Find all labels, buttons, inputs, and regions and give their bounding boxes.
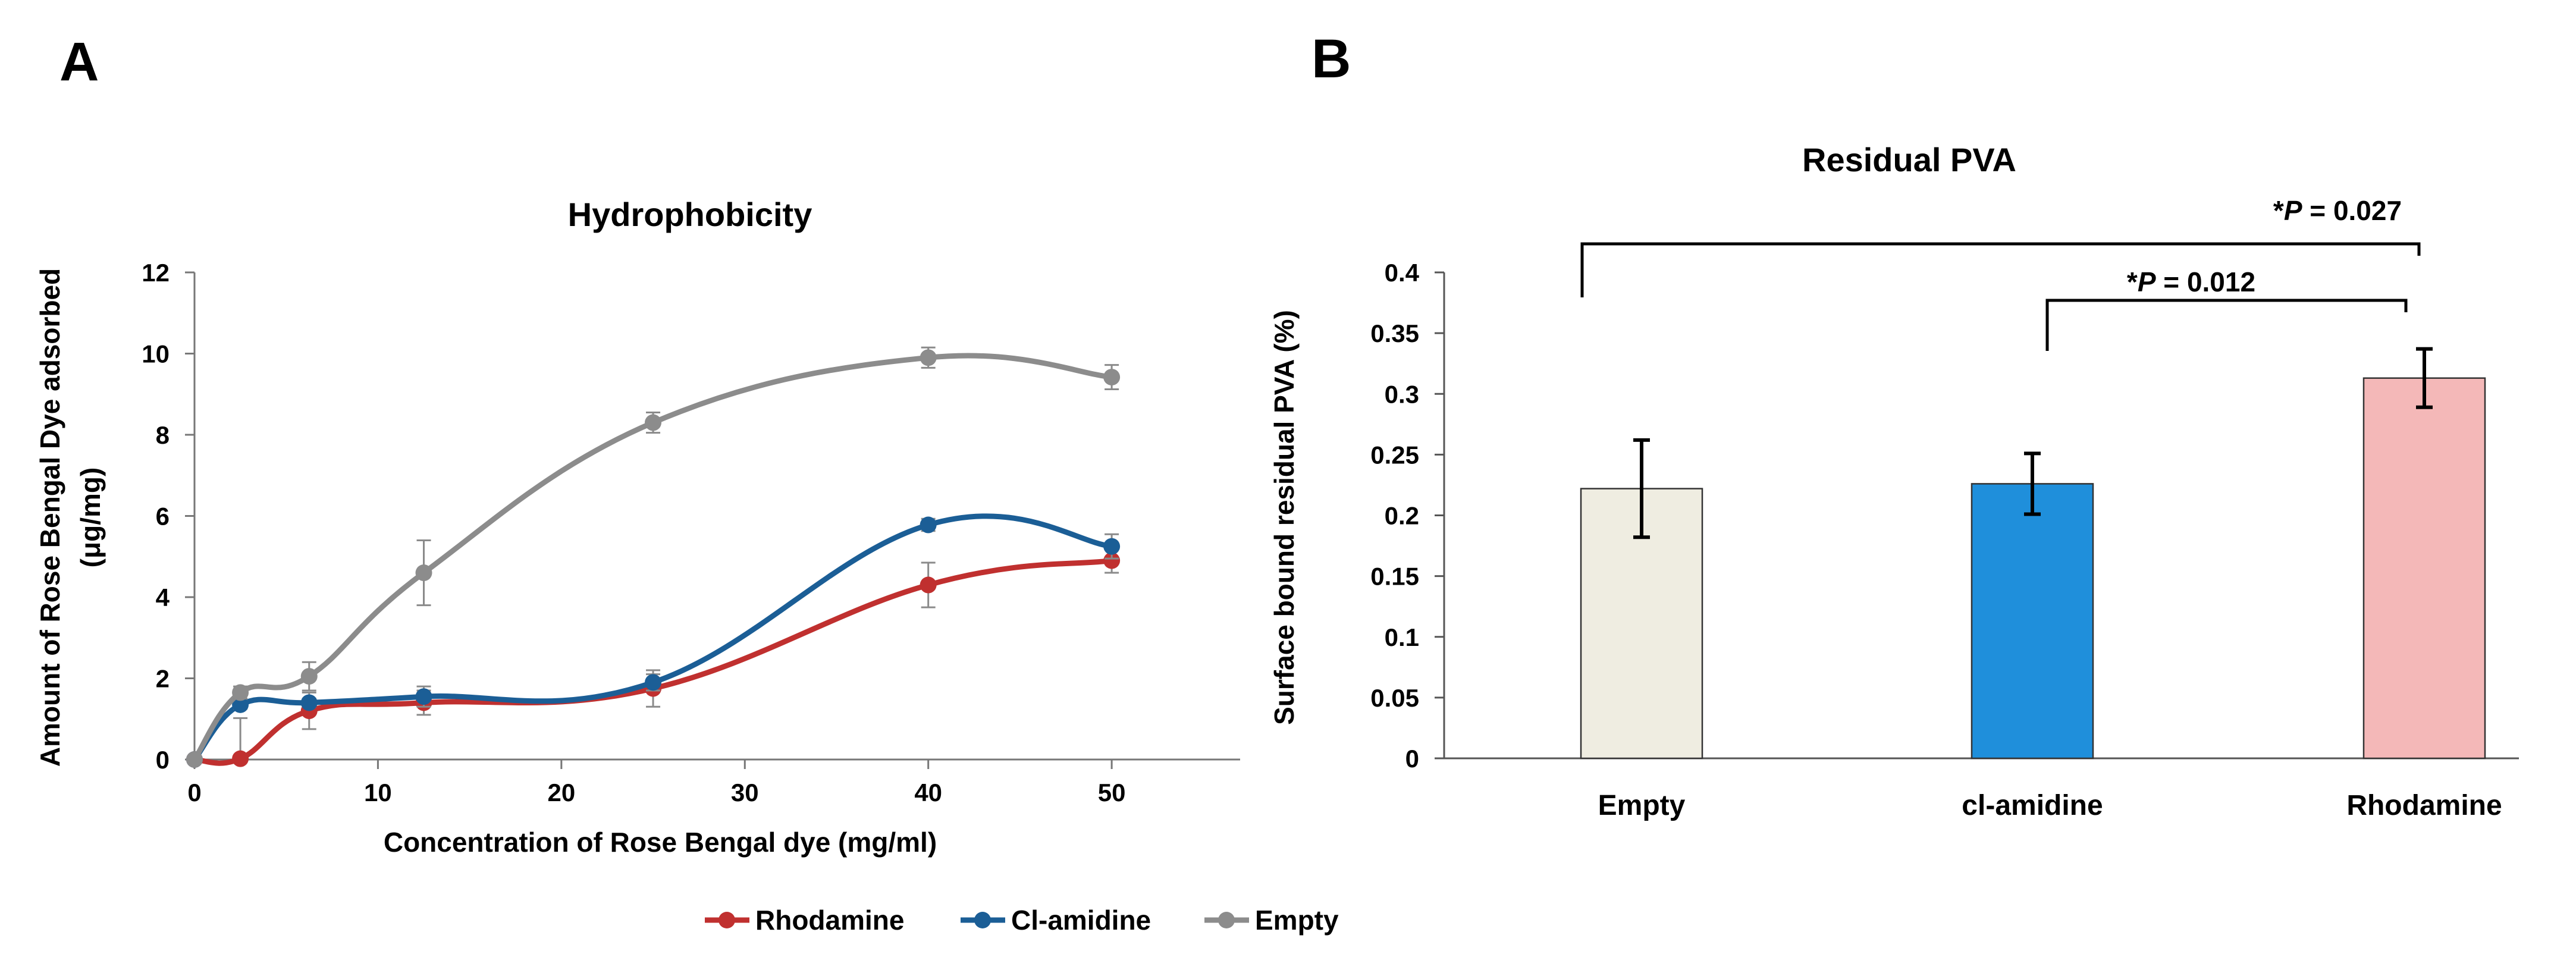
bar-group-cl-amidine: cl-amidine bbox=[1962, 451, 2103, 821]
chart-a-xtick-label: 10 bbox=[364, 779, 392, 806]
legend-item-rhodamine: Rhodamine bbox=[705, 905, 904, 936]
data-point-rhodamine bbox=[1103, 552, 1121, 569]
chart-b-ylabel: Surface bound residual PVA (%) bbox=[1269, 310, 1300, 725]
bracket-line bbox=[1580, 242, 2421, 297]
hydrophobicity-line-chart: Hydrophobicity 0 2 4 6 8 10 12 0 10 20 30 40 50 Conc… bbox=[34, 196, 1339, 936]
chart-a-ytick-label: 2 bbox=[156, 665, 170, 693]
series-empty bbox=[186, 346, 1121, 768]
legend-label: Cl-amidine bbox=[1011, 905, 1151, 936]
significance-bracket: *P = 0.027 bbox=[1580, 195, 2421, 297]
chart-b-ytick-label: 0.35 bbox=[1370, 319, 1419, 347]
series-line-rhodamine bbox=[194, 558, 1112, 766]
data-point-cl-amidine bbox=[415, 688, 432, 705]
legend-label: Empty bbox=[1255, 905, 1339, 936]
chart-a-xtick-label: 50 bbox=[1098, 779, 1126, 806]
bar-group-rhodamine: Rhodamine bbox=[2346, 347, 2502, 821]
legend-swatch-marker bbox=[1218, 912, 1235, 928]
data-point-rhodamine bbox=[232, 750, 249, 767]
data-point-rhodamine bbox=[920, 576, 937, 594]
chart-a-xtick-label: 0 bbox=[187, 779, 201, 806]
data-point-empty bbox=[415, 564, 432, 582]
chart-a-xlabel: Concentration of Rose Bengal dye (mg/ml) bbox=[384, 827, 937, 858]
data-point-cl-amidine bbox=[645, 674, 662, 691]
panel-label-b: B bbox=[1311, 29, 1351, 89]
residual-pva-bar-chart: Residual PVA 00.050.10.150.20.250.30.350… bbox=[1269, 141, 2519, 821]
chart-b-ytick-label: 0.2 bbox=[1385, 502, 1419, 530]
chart-b-bars: Empty cl-amidine Rhodamine bbox=[1580, 347, 2502, 821]
chart-b-ytick-label: 0.4 bbox=[1385, 259, 1420, 287]
data-point-empty bbox=[186, 751, 203, 768]
legend-item-empty: Empty bbox=[1204, 905, 1339, 936]
data-point-cl-amidine bbox=[1103, 538, 1121, 555]
series-cl-amidine bbox=[186, 513, 1121, 768]
chart-a-ylabel-line1: Amount of Rose Bengal Dye adsorbed bbox=[34, 268, 65, 767]
chart-a-ytick-label: 8 bbox=[156, 421, 170, 449]
series-rhodamine bbox=[186, 547, 1121, 768]
chart-b-ytick-label: 0.1 bbox=[1385, 623, 1419, 651]
category-label-empty: Empty bbox=[1598, 790, 1686, 821]
chart-a-ytick-label: 0 bbox=[156, 746, 170, 774]
p-value-label: *P = 0.027 bbox=[2273, 195, 2402, 226]
chart-a-axes: 0 2 4 6 8 10 12 0 10 20 30 40 50 bbox=[142, 259, 1240, 806]
chart-a-ytick-label: 10 bbox=[142, 340, 170, 368]
legend-swatch-marker bbox=[718, 912, 735, 928]
chart-a-ytick-label: 12 bbox=[142, 259, 170, 287]
chart-b-ytick-label: 0.15 bbox=[1370, 563, 1419, 591]
chart-b-title: Residual PVA bbox=[1802, 141, 2016, 178]
data-point-empty bbox=[232, 684, 249, 701]
series-line-cl-amidine bbox=[192, 513, 1112, 761]
category-label-cl-amidine: cl-amidine bbox=[1962, 790, 2103, 821]
chart-b-axes: 0 0.05 0.1 0.15 0.2 0.25 0.3 0.35 0.4 bbox=[1370, 259, 2519, 773]
chart-a-xtick-label: 40 bbox=[914, 779, 942, 806]
chart-a-title: Hydrophobicity bbox=[568, 196, 812, 233]
data-point-empty bbox=[920, 349, 937, 366]
chart-a-legend: Rhodamine Cl-amidine Empty bbox=[705, 905, 1339, 936]
chart-a-ytick-label: 6 bbox=[156, 503, 170, 531]
data-point-empty bbox=[645, 414, 662, 431]
significance-bracket: *P = 0.012 bbox=[2045, 266, 2408, 351]
chart-b-ytick-label: 0.05 bbox=[1370, 684, 1419, 712]
legend-label: Rhodamine bbox=[755, 905, 904, 936]
chart-a-xtick-label: 30 bbox=[731, 779, 759, 806]
category-label-rhodamine: Rhodamine bbox=[2346, 790, 2502, 821]
chart-b-annotations: *P = 0.027 *P = 0.012 bbox=[1580, 195, 2421, 351]
chart-b-ytick-label: 0 bbox=[1405, 745, 1419, 773]
bracket-line bbox=[2045, 299, 2408, 351]
legend-item-cl-amidine: Cl-amidine bbox=[961, 905, 1151, 936]
data-point-cl-amidine bbox=[920, 516, 937, 534]
chart-a-ytick-label: 4 bbox=[156, 583, 170, 611]
bar-cl-amidine bbox=[1971, 483, 2094, 760]
bar-group-empty: Empty bbox=[1580, 438, 1703, 821]
bar-rhodamine bbox=[2362, 377, 2486, 760]
data-point-cl-amidine bbox=[232, 696, 249, 713]
legend-swatch-marker bbox=[974, 912, 991, 928]
data-point-cl-amidine bbox=[300, 694, 318, 711]
panel-label-a: A bbox=[59, 32, 99, 92]
data-point-empty bbox=[1103, 369, 1121, 386]
chart-a-series bbox=[186, 346, 1121, 768]
chart-b-ytick-label: 0.3 bbox=[1385, 380, 1419, 408]
chart-b-ytick-label: 0.25 bbox=[1370, 441, 1419, 469]
p-value-label: *P = 0.012 bbox=[2127, 266, 2255, 297]
data-point-empty bbox=[300, 668, 318, 685]
chart-a-xtick-label: 20 bbox=[547, 779, 575, 806]
chart-a-ylabel-line2: (μg/mg) bbox=[75, 467, 106, 568]
